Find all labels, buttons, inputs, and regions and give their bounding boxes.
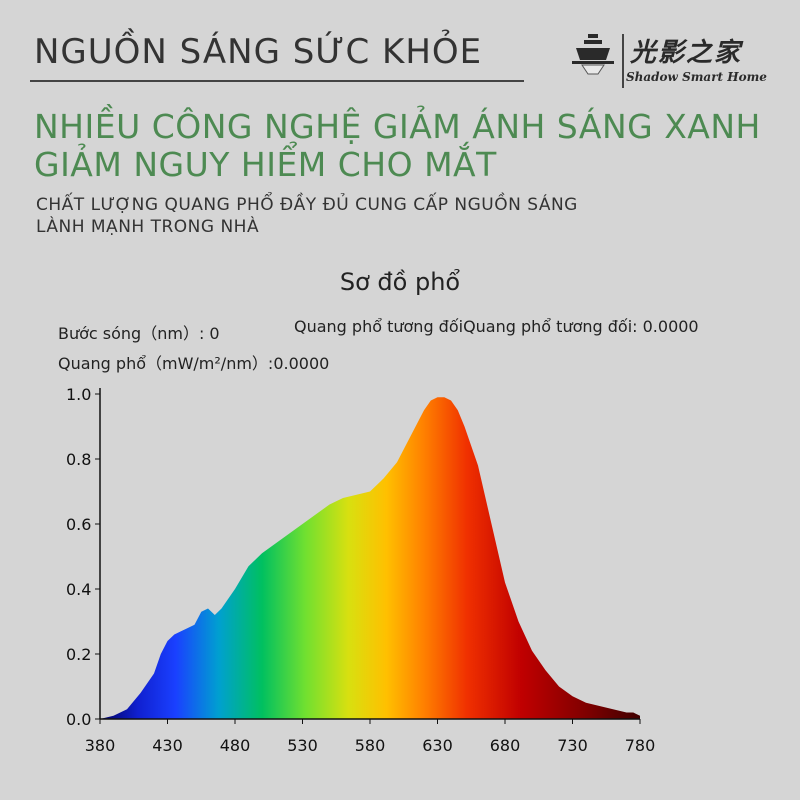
y-tick-label: 0.6 <box>66 515 91 534</box>
headline-line-1: NHIỀU CÔNG NGHỆ GIẢM ÁNH SÁNG XANH <box>34 107 761 146</box>
x-tick-label: 730 <box>557 736 588 755</box>
x-tick-label: 680 <box>490 736 521 755</box>
x-tick-label: 480 <box>220 736 251 755</box>
x-tick-label: 430 <box>152 736 183 755</box>
y-tick-label: 0.8 <box>66 450 91 469</box>
logo-divider <box>622 34 624 88</box>
plot-area: 0.0 0.2 0.4 0.6 0.8 1.0 380 430 480 530 580 630 680 7… <box>66 385 655 755</box>
x-tick-label: 530 <box>287 736 318 755</box>
relative-spectrum-readout: Quang phổ tương đốiQuang phổ tương đối: … <box>294 317 699 336</box>
lamp-icon <box>572 34 614 75</box>
page-title: NGUỒN SÁNG SỨC KHỎE <box>34 32 483 72</box>
subheading-line-2: LÀNH MẠNH TRONG NHÀ <box>36 217 260 237</box>
subheading-line-1: CHẤT LƯỢNG QUANG PHỔ ĐẦY ĐỦ CUNG CẤP NGU… <box>36 195 578 215</box>
x-tick-label: 380 <box>85 736 116 755</box>
x-tick-label: 630 <box>422 736 453 755</box>
y-tick-label: 0.4 <box>66 580 91 599</box>
title-underline <box>30 80 524 82</box>
chart-title: Sơ đồ phổ <box>339 268 461 296</box>
logo-chinese-text: 光影之家 <box>630 38 743 68</box>
x-tick-label: 580 <box>355 736 386 755</box>
logo-english-text: Shadow Smart Home <box>626 70 767 84</box>
spectrum-power-readout: Quang phổ（mW/m²/nm）:0.0000 <box>58 354 330 373</box>
wavelength-readout: Bước sóng（nm）: 0 <box>58 324 220 343</box>
x-tick-label: 780 <box>625 736 656 755</box>
headline-line-2: GIẢM NGUY HIỂM CHO MẮT <box>34 145 497 184</box>
y-tick-label: 0.0 <box>66 710 91 729</box>
spectrum-area <box>100 397 640 719</box>
y-tick-label: 0.2 <box>66 645 91 664</box>
subheading: CHẤT LƯỢNG QUANG PHỔ ĐẦY ĐỦ CUNG CẤP NGU… <box>36 194 578 238</box>
y-tick-label: 1.0 <box>66 385 91 404</box>
brand-logo: 光影之家 Shadow Smart Home <box>566 30 776 90</box>
headline: NHIỀU CÔNG NGHỆ GIẢM ÁNH SÁNG XANH GIẢM … <box>34 108 761 184</box>
